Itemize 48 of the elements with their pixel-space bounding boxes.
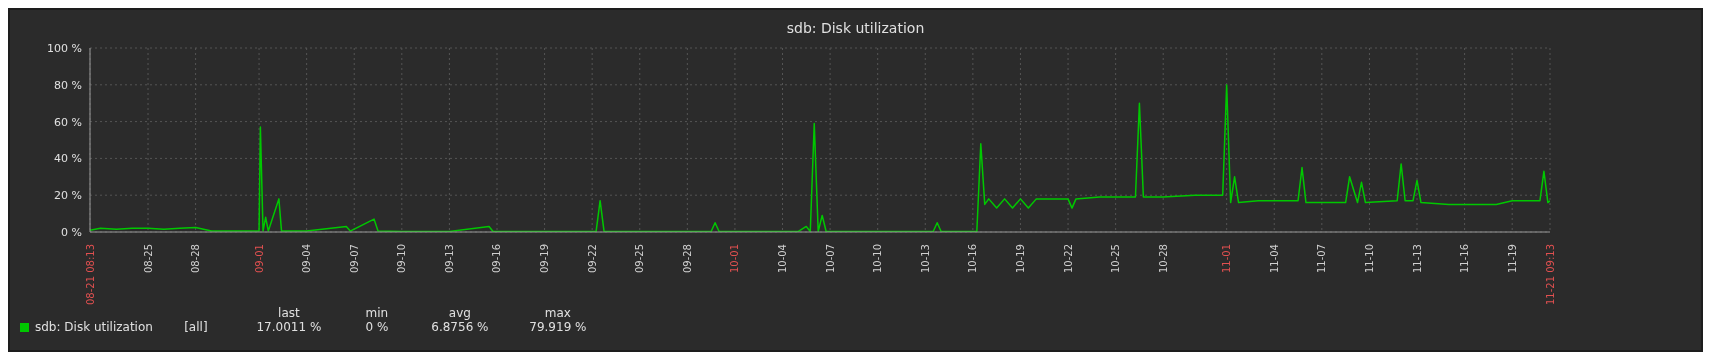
x-tick-label: 09-07: [348, 244, 360, 274]
x-tick-label: 10-07: [824, 244, 836, 274]
x-tick-label: 09-10: [396, 244, 408, 274]
x-tick-label: 11-10: [1363, 244, 1375, 274]
x-tick-label: 10-01: [729, 244, 741, 274]
x-tick-label: 10-16: [967, 244, 979, 274]
x-tick-label: 11-01: [1221, 244, 1233, 274]
text: 6.8756 %: [430, 320, 490, 334]
x-tick-label: 10-10: [872, 244, 884, 274]
x-tick-label: 08-25: [142, 244, 154, 274]
x-tick-label: 09-19: [539, 244, 551, 274]
x-tick-label: 11-13: [1411, 244, 1423, 274]
x-tick-label: 10-13: [919, 244, 931, 274]
x-tick-label: 09-04: [301, 244, 313, 274]
x-tick-label: 09-28: [681, 244, 693, 274]
x-tick-label: 11-19: [1506, 244, 1518, 274]
x-tick-label: 10-28: [1157, 244, 1169, 274]
x-tick-label: 09-22: [586, 244, 598, 274]
y-tick-label: 100 %: [47, 41, 82, 55]
x-tick-label: 11-16: [1459, 244, 1471, 274]
x-tick-label: 10-25: [1110, 244, 1122, 274]
x-tick-label: 10-19: [1014, 244, 1026, 274]
y-tick-label: 0 %: [61, 225, 82, 239]
x-tick-label: 10-04: [777, 244, 789, 274]
x-tick-label: 09-25: [634, 244, 646, 274]
text: 79.919 %: [528, 320, 588, 334]
text: [all]: [183, 320, 209, 334]
x-tick-label: 11-07: [1316, 244, 1328, 274]
x-tick-label: 09-01: [253, 244, 265, 274]
chart-title: sdb: Disk utilization: [785, 19, 926, 38]
x-tick-label: 09-16: [491, 244, 503, 274]
y-tick-label: 20 %: [54, 189, 82, 203]
y-tick-label: 80 %: [54, 78, 82, 92]
x-tick-label: 11-04: [1268, 244, 1280, 274]
text: 0 %: [364, 320, 390, 334]
x-tick-label: 10-22: [1062, 244, 1074, 274]
text: avg: [447, 306, 472, 320]
text: last: [277, 306, 301, 320]
y-tick-label: 60 %: [54, 115, 82, 129]
text: max: [543, 306, 572, 320]
text: 17.0011 %: [255, 320, 323, 334]
x-tick-label: 08-28: [190, 244, 202, 274]
text: min: [364, 306, 390, 320]
x-tick-label: 08-21 08:13: [84, 244, 96, 306]
x-tick-label: 09-13: [443, 244, 455, 274]
y-tick-label: 40 %: [54, 152, 82, 166]
x-tick-label: 11-21 09:13: [1544, 244, 1556, 306]
legend-label: sdb: Disk utilization: [35, 320, 153, 334]
